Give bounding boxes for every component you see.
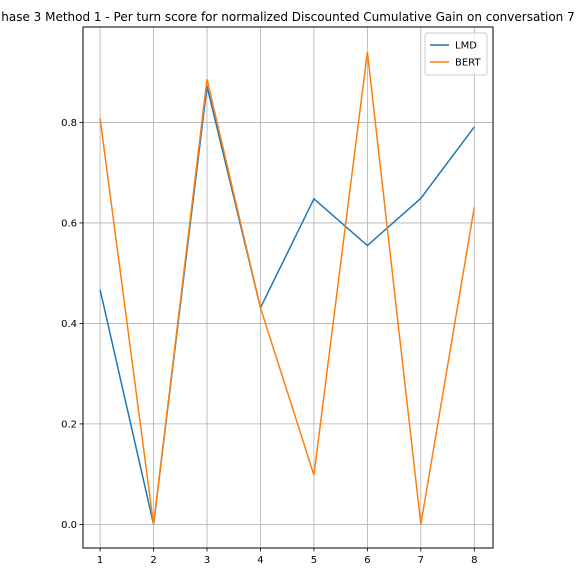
legend-label-lmd: LMD	[455, 41, 477, 52]
x-tick-label: 5	[311, 555, 317, 566]
series-line-bert	[99, 52, 476, 525]
y-tick-label: 0.4	[61, 319, 77, 330]
x-tick-label: 3	[204, 555, 210, 566]
y-tick-label: 0.0	[61, 520, 77, 531]
y-tick-label: 0.8	[61, 118, 77, 129]
legend: LMD BERT	[424, 32, 488, 76]
x-tick-label: 1	[97, 555, 103, 566]
legend-box	[424, 32, 488, 76]
x-tick-label: 6	[364, 555, 370, 566]
x-tick-label: 8	[471, 555, 477, 566]
series-line-lmd	[99, 86, 475, 525]
y-tick-label: 0.2	[61, 419, 77, 430]
axis-ticks: 1 2 3 4 5 6 7 8 0.0 0.2 0.4 0.6 0.8	[61, 118, 477, 566]
x-tick-label: 4	[257, 555, 263, 566]
y-tick-label: 0.6	[61, 218, 77, 229]
x-tick-label: 7	[418, 555, 424, 566]
x-tick-label: 2	[150, 555, 156, 566]
chart-title: hase 3 Method 1 - Per turn score for nor…	[1, 10, 575, 24]
series-layer	[99, 52, 476, 525]
legend-label-bert: BERT	[455, 58, 481, 69]
grid	[83, 27, 493, 548]
plot-area	[82, 26, 494, 549]
